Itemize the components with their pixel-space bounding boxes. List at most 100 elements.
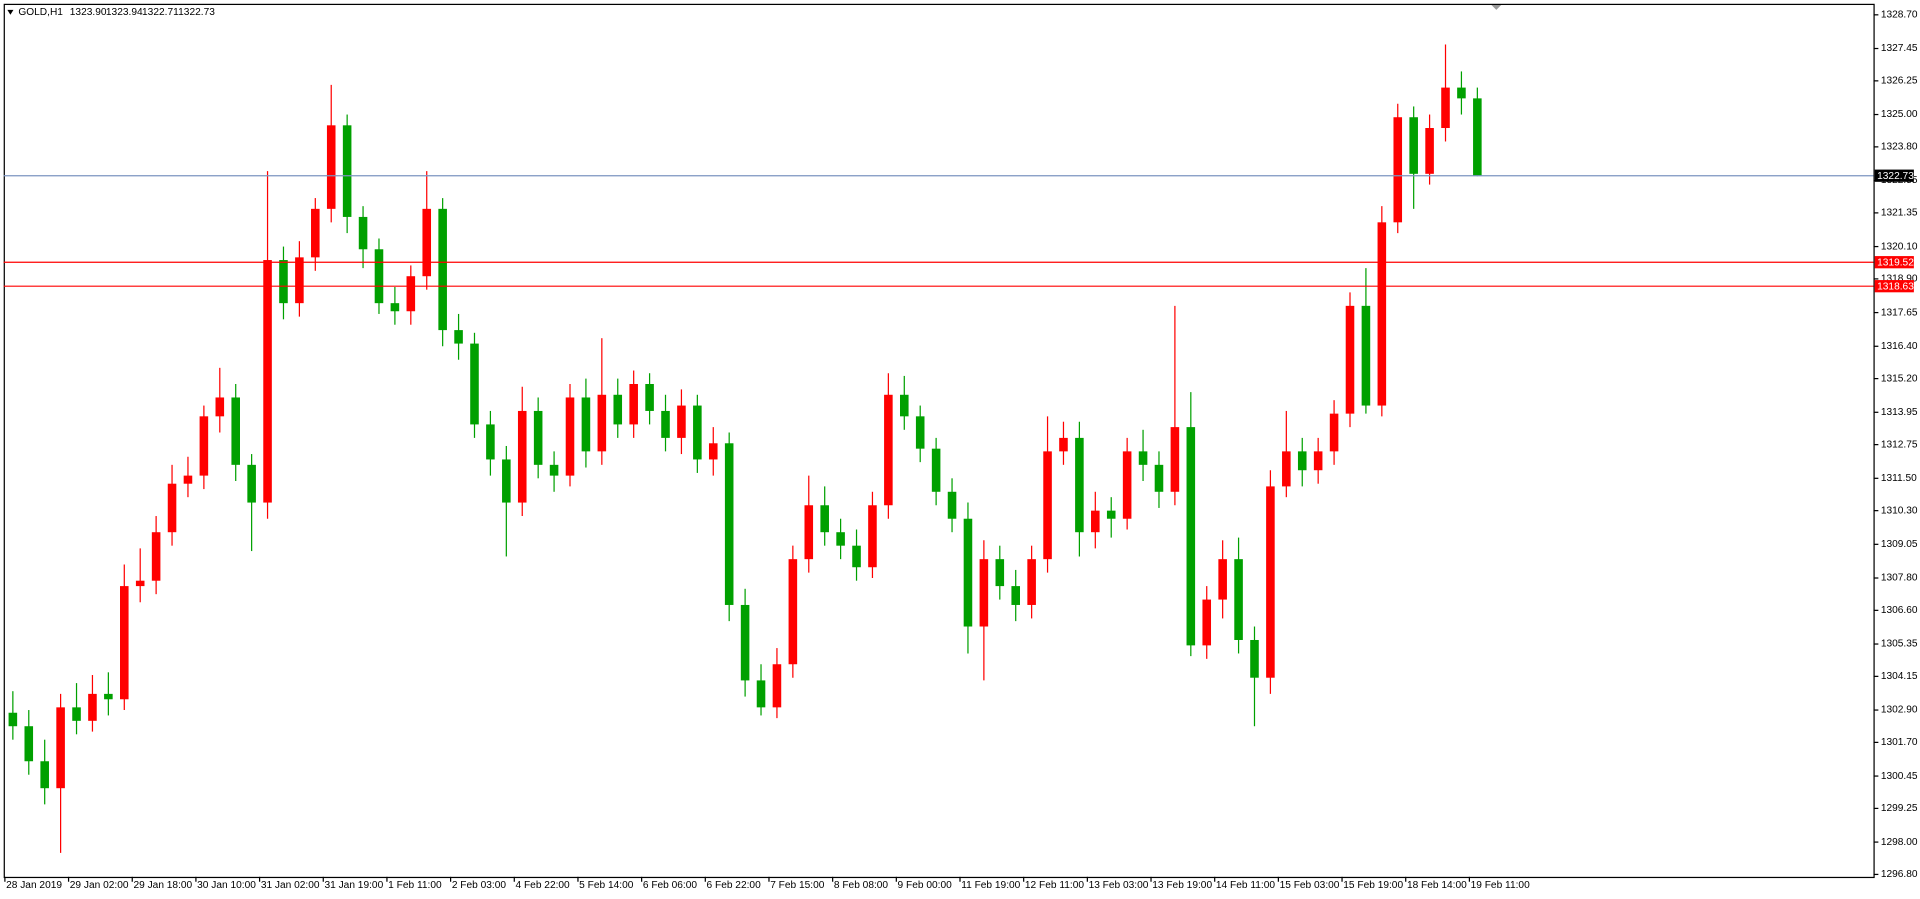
candle-body [1345, 305, 1355, 414]
x-tick-label: 31 Jan 02:00 [261, 880, 320, 891]
candle-body [199, 416, 209, 476]
candle-body [1393, 117, 1403, 223]
y-tick-label: 1299.25 [1881, 803, 1918, 814]
candle-body [311, 208, 320, 258]
candle-body [88, 693, 97, 721]
y-tick-label: 1312.75 [1881, 439, 1918, 450]
x-tick-label: 13 Feb 03:00 [1089, 880, 1149, 891]
candle-body [1234, 559, 1243, 640]
candle-body [820, 505, 829, 533]
candle-body [693, 405, 702, 460]
candle-body [533, 410, 543, 465]
candle-body [1043, 451, 1052, 560]
candle-body [708, 443, 718, 460]
candle-body [486, 424, 495, 460]
x-tick-label: 30 Jan 10:00 [197, 880, 256, 891]
y-tick-label: 1315.20 [1881, 373, 1918, 384]
candle-body [661, 410, 670, 438]
price-label: 1322.73 [1877, 171, 1914, 182]
y-tick-label: 1317.65 [1881, 307, 1918, 318]
y-tick-label: 1307.80 [1881, 573, 1918, 584]
x-tick-label: 28 Jan 2019 [6, 880, 62, 891]
price-label: 1318.63 [1877, 281, 1914, 292]
y-tick-label: 1316.40 [1881, 341, 1918, 352]
x-tick-label: 6 Feb 22:00 [707, 880, 762, 891]
candle-body [1186, 427, 1196, 646]
candle-body [1425, 128, 1434, 174]
candle-body [1059, 437, 1068, 452]
y-tick-label: 1310.30 [1881, 505, 1918, 516]
header-value: 1323.94 [106, 7, 143, 18]
candle-body [565, 397, 575, 476]
x-tick-label: 14 Feb 11:00 [1216, 880, 1275, 891]
candle-body [1361, 305, 1371, 406]
candle-body [279, 260, 288, 304]
y-tick-label: 1311.50 [1881, 473, 1917, 484]
y-tick-label: 1327.45 [1881, 43, 1918, 54]
price-label-box [1874, 169, 1914, 182]
candle-body [581, 397, 591, 452]
candle-body [852, 545, 861, 568]
candle-body [263, 260, 272, 503]
header-value: 1322.73 [178, 7, 215, 18]
x-tick-label: 5 Feb 14:00 [579, 880, 634, 891]
candle-body [167, 483, 177, 533]
x-tick-label: 7 Feb 15:00 [770, 880, 825, 891]
y-tick-label: 1304.15 [1881, 671, 1918, 682]
candle-body [597, 394, 607, 452]
x-tick-label: 9 Feb 00:00 [898, 880, 953, 891]
x-tick-label: 4 Feb 22:00 [516, 880, 571, 891]
candle-body [454, 330, 463, 344]
candle-body [1441, 87, 1450, 129]
candle-body [947, 491, 957, 519]
shift-marker [1491, 5, 1502, 10]
candle-body [884, 394, 893, 506]
candle-body [1457, 87, 1466, 99]
y-tick-label: 1320.10 [1881, 241, 1918, 252]
y-tick-label: 1301.70 [1881, 737, 1918, 748]
candle-body [151, 532, 161, 581]
candle-body [1329, 413, 1339, 452]
x-tick-label: 29 Jan 02:00 [70, 880, 129, 891]
x-tick-label: 18 Feb 14:00 [1407, 880, 1467, 891]
y-tick-label: 1323.80 [1881, 142, 1918, 153]
candle-body [915, 416, 925, 449]
y-tick-label: 1313.95 [1881, 407, 1918, 418]
candle-body [629, 383, 638, 425]
candle-body [1218, 559, 1227, 600]
y-tick-label: 1321.35 [1881, 208, 1918, 219]
menu-triangle[interactable] [7, 9, 14, 15]
candle-body [1409, 117, 1418, 174]
candle-body [549, 464, 559, 476]
candle-body [868, 505, 877, 568]
x-tick-label: 12 Feb 11:00 [1025, 880, 1084, 891]
y-tick-label: 1305.35 [1881, 639, 1918, 650]
header-value: 1323.90 [70, 7, 107, 18]
candle-body [326, 125, 336, 209]
candle-body [8, 712, 18, 727]
candle-body [1154, 464, 1164, 492]
candle-body [1122, 451, 1132, 519]
candle-body [1250, 639, 1259, 678]
y-tick-label: 1318.90 [1881, 274, 1918, 285]
candle-body [836, 532, 845, 546]
candle-body [406, 276, 416, 312]
x-tick-label: 13 Feb 19:00 [1152, 880, 1212, 891]
candle-body [724, 443, 734, 605]
y-tick-label: 1325.00 [1881, 109, 1918, 120]
candle-body [772, 664, 782, 708]
candle-body [231, 397, 240, 465]
x-tick-label: 31 Jan 19:00 [324, 880, 383, 891]
candle-body [756, 680, 766, 708]
candle-body [1473, 98, 1482, 176]
plot-frame [3, 3, 1875, 879]
candle-body [1297, 451, 1307, 471]
candle-body [963, 518, 973, 627]
candle-body [1138, 451, 1148, 465]
x-tick-label: 19 Feb 11:00 [1471, 880, 1530, 891]
candle-body [390, 303, 400, 312]
candle-body [422, 208, 432, 277]
candle-body [24, 726, 34, 762]
x-tick-label: 6 Feb 06:00 [643, 880, 698, 891]
